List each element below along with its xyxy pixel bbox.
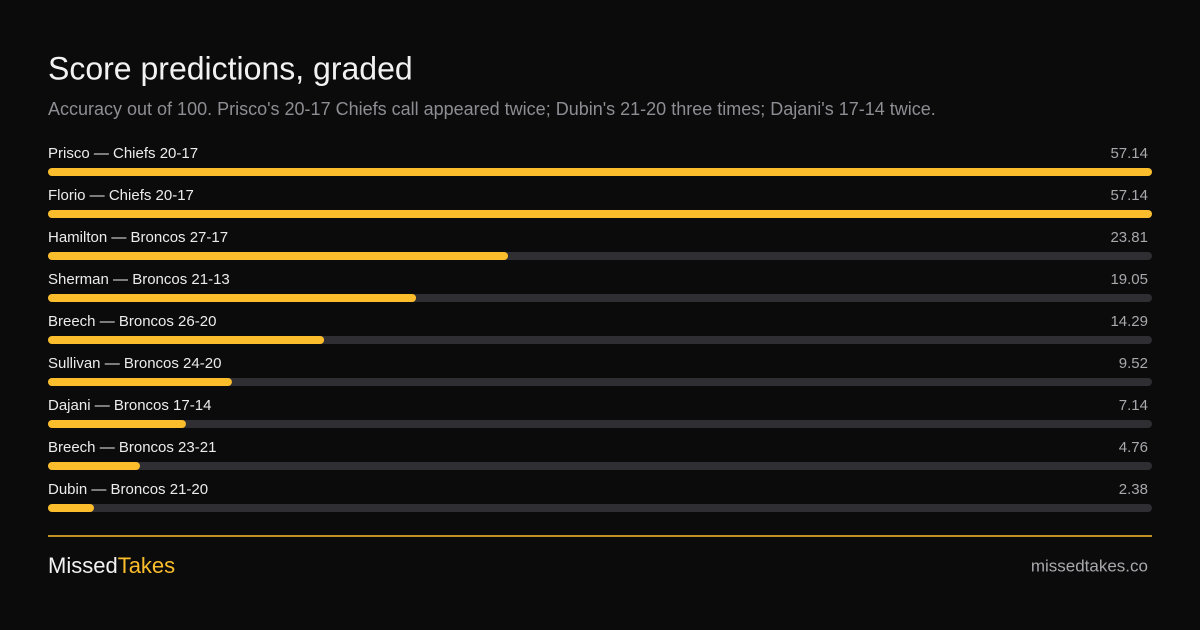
value-label: 57.14	[1110, 145, 1148, 162]
brand-left: Missed	[48, 553, 118, 578]
row-label: Hamilton — Broncos 27-17	[48, 229, 228, 246]
value-label: 7.14	[1119, 397, 1148, 414]
brand-right: Takes	[118, 553, 175, 578]
row-label: Prisco — Chiefs 20-17	[48, 145, 198, 162]
row-label: Dajani — Broncos 17-14	[48, 397, 211, 414]
bar	[48, 336, 325, 344]
value-label: 14.29	[1110, 313, 1148, 330]
bar	[48, 168, 1152, 176]
row-label: Florio — Chiefs 20-17	[48, 187, 194, 204]
value-label: 4.76	[1119, 439, 1148, 456]
bar	[48, 462, 140, 470]
chart-subtitle: Accuracy out of 100. Prisco's 20-17 Chie…	[48, 99, 936, 119]
value-label: 19.05	[1110, 271, 1148, 288]
bar	[48, 294, 417, 302]
value-label: 9.52	[1119, 355, 1148, 372]
site-url: missedtakes.co	[1031, 556, 1148, 575]
bar	[48, 504, 94, 512]
bar-track	[48, 420, 1152, 428]
row-label: Breech — Broncos 23-21	[48, 439, 216, 456]
brand: MissedTakes	[48, 553, 175, 578]
value-label: 23.81	[1110, 229, 1148, 246]
bar-track	[48, 504, 1152, 512]
row-label: Dubin — Broncos 21-20	[48, 481, 208, 498]
row-label: Sherman — Broncos 21-13	[48, 271, 230, 288]
bar-track	[48, 462, 1152, 470]
row-label: Sullivan — Broncos 24-20	[48, 355, 221, 372]
bar-track	[48, 336, 1152, 344]
chart-title: Score predictions, graded	[48, 50, 413, 86]
bar	[48, 252, 509, 260]
bar-track	[48, 378, 1152, 386]
value-label: 2.38	[1119, 481, 1148, 498]
value-label: 57.14	[1110, 187, 1148, 204]
bar	[48, 420, 186, 428]
bar	[48, 378, 232, 386]
bar	[48, 210, 1152, 218]
row-label: Breech — Broncos 26-20	[48, 313, 216, 330]
